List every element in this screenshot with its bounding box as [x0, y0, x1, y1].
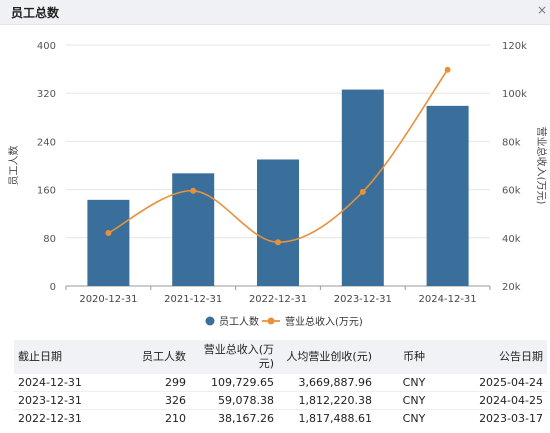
- cell-employees: 210: [106, 409, 190, 427]
- panel-title: 员工总数: [11, 6, 60, 20]
- cell-revenue: 59,078.38: [190, 391, 278, 410]
- x-tick-label: 2024-12-31: [419, 294, 477, 305]
- cell-currency: CNY: [402, 376, 426, 389]
- bar-employees: [341, 89, 384, 287]
- y-tick-label: 400: [37, 41, 56, 52]
- y-tick-label: 240: [37, 137, 56, 148]
- x-tick-label: 2021-12-31: [164, 294, 222, 305]
- y-axis-title: 员工人数: [7, 146, 20, 186]
- y2-tick-label: 100k: [502, 89, 527, 100]
- bar-employees: [257, 159, 299, 286]
- revenue-point: [190, 187, 197, 194]
- legend-label-employees: 员工人数: [219, 315, 259, 328]
- y2-tick-label: 120k: [502, 41, 527, 52]
- cell-currency: CNY: [376, 391, 452, 410]
- cell-revenue-per-capita: 3,669,887.96: [298, 376, 372, 389]
- table-header-row: 截止日期 员工人数 营业总收入(万元) 人均营业创收(元) 币种 公告日期: [14, 340, 547, 374]
- cell-revenue: 109,729.65: [211, 376, 274, 389]
- employee-revenue-chart: 0 80 160 240 320 400 20k 40k 60k 80k 100k 120k 2020-…: [7, 41, 548, 328]
- col-header-employees: 员工人数: [106, 340, 190, 374]
- y2-tick-label: 80k: [502, 137, 521, 148]
- revenue-point: [105, 229, 112, 236]
- legend-marker-employees: [205, 316, 215, 326]
- y2-tick-label: 20k: [502, 282, 521, 293]
- y-tick-label: 320: [37, 89, 56, 100]
- bar-employees: [87, 199, 130, 286]
- cell-revenue-per-capita: 1,812,220.38: [278, 391, 376, 410]
- cell-announce-date: 2023-03-17: [452, 409, 547, 427]
- y-tick-label: 80: [43, 234, 56, 245]
- close-icon[interactable]: ×: [536, 3, 547, 17]
- y-tick-label: 160: [37, 186, 56, 197]
- employee-table: 截止日期 员工人数 营业总收入(万元) 人均营业创收(元) 币种 公告日期 20…: [14, 340, 547, 427]
- table-row: 2023-12-31 326 59,078.38 1,812,220.38 CN…: [14, 391, 547, 410]
- cell-employees: 326: [106, 391, 190, 410]
- legend-marker-revenue: [267, 317, 275, 325]
- cell-date: 2024-12-31: [18, 376, 82, 389]
- col-header-currency: 币种: [376, 340, 452, 374]
- col-header-revenue: 营业总收入(万元): [190, 340, 278, 374]
- cell-currency: CNY: [376, 409, 452, 427]
- col-header-revenue-per-capita: 人均营业创收(元): [278, 340, 376, 374]
- x-tick-label: 2023-12-31: [334, 294, 392, 305]
- panel-header: 员工总数 ×: [0, 0, 550, 25]
- revenue-point: [444, 66, 451, 73]
- col-header-announce-date: 公告日期: [452, 340, 547, 374]
- cell-date: 2022-12-31: [14, 409, 106, 427]
- table-row: 2022-12-31 210 38,167.26 1,817,488.61 CN…: [14, 409, 547, 427]
- y2-tick-label: 40k: [502, 234, 521, 245]
- cell-revenue-per-capita: 1,817,488.61: [278, 409, 376, 427]
- revenue-point: [275, 239, 281, 246]
- y2-tick-label: 60k: [502, 186, 521, 197]
- y-tick-label: 0: [50, 282, 56, 293]
- cell-employees: 299: [165, 376, 186, 389]
- cell-announce-date: 2025-04-24: [479, 376, 543, 389]
- cell-revenue: 38,167.26: [190, 409, 278, 427]
- revenue-point: [359, 188, 366, 195]
- cell-date: 2023-12-31: [14, 391, 106, 410]
- legend-label-revenue: 营业总收入(万元): [285, 315, 363, 328]
- x-tick-label: 2022-12-31: [249, 294, 307, 305]
- x-tick-label: 2020-12-31: [79, 294, 137, 305]
- col-header-date: 截止日期: [14, 340, 106, 374]
- bar-employees: [426, 105, 469, 286]
- table-row: 2024-12-31 299 109,729.65 3,669,887.96 C…: [14, 374, 547, 392]
- cell-announce-date: 2024-04-25: [452, 391, 547, 410]
- y2-axis-title: 营业总收入(万元): [535, 127, 548, 205]
